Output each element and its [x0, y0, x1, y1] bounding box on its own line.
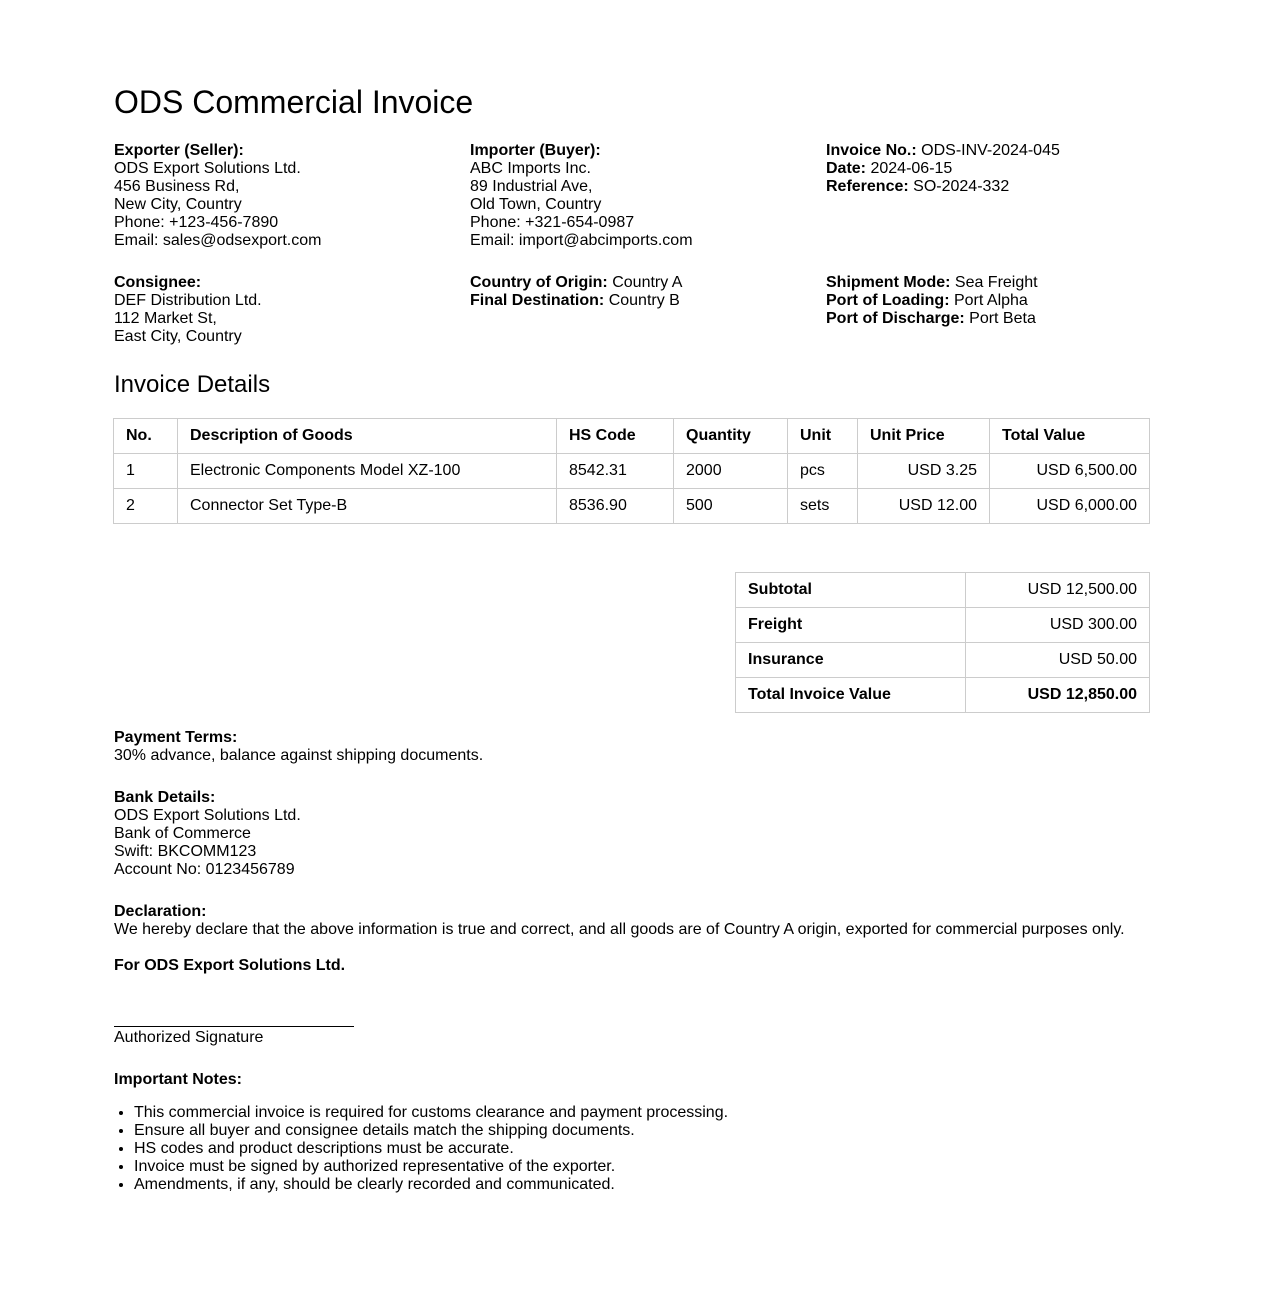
- signoff: For ODS Export Solutions Ltd.: [114, 957, 346, 974]
- cell: sets: [787, 488, 858, 524]
- importer-line: Email: import@abcimports.com: [470, 232, 693, 249]
- cell: pcs: [787, 453, 858, 489]
- cell: 1: [113, 453, 178, 489]
- column-header: Unit Price: [857, 418, 990, 454]
- column-header: Quantity: [673, 418, 788, 454]
- exporter-line: 456 Business Rd,: [114, 178, 240, 195]
- table-header-row: No. Description of Goods HS Code Quantit…: [113, 418, 1150, 454]
- summary-row-insurance: Insurance USD 50.00: [735, 642, 1150, 678]
- list-item: HS codes and product descriptions must b…: [134, 1140, 728, 1158]
- column-header: HS Code: [556, 418, 674, 454]
- column-header: Description of Goods: [177, 418, 557, 454]
- exporter-line: Email: sales@odsexport.com: [114, 232, 322, 249]
- cell: 2000: [673, 453, 788, 489]
- importer-line: 89 Industrial Ave,: [470, 178, 593, 195]
- exporter-line: ODS Export Solutions Ltd.: [114, 160, 301, 177]
- importer-label: Importer (Buyer):: [470, 142, 601, 159]
- cell: USD 3.25: [857, 453, 990, 489]
- consignee-line: 112 Market St,: [114, 310, 217, 327]
- consignee-label: Consignee:: [114, 274, 202, 291]
- payment-terms: Payment Terms: 30% advance, balance agai…: [114, 729, 484, 764]
- column-header: No.: [113, 418, 178, 454]
- table-row: 1 Electronic Components Model XZ-100 854…: [113, 453, 1150, 489]
- signature-label: Authorized Signature: [114, 1029, 264, 1046]
- column-header: Total Value: [989, 418, 1150, 454]
- country-of-origin: Country of Origin: Country A: [470, 274, 683, 291]
- summary-row-freight: Freight USD 300.00: [735, 607, 1150, 643]
- table-row: 2 Connector Set Type-B 8536.90 500 sets …: [113, 488, 1150, 524]
- column-header: Unit: [787, 418, 858, 454]
- important-notes-list: This commercial invoice is required for …: [114, 1104, 728, 1194]
- summary-table: Subtotal USD 12,500.00 Freight USD 300.00 …: [735, 572, 1150, 713]
- cell: USD 12.00: [857, 488, 990, 524]
- items-table: No. Description of Goods HS Code Quantit…: [113, 418, 1150, 524]
- invoice-details-heading: Invoice Details: [114, 371, 271, 398]
- cell: 2: [113, 488, 178, 524]
- cell: USD 6,500.00: [989, 453, 1150, 489]
- shipment-mode: Shipment Mode: Sea Freight: [826, 274, 1038, 291]
- invoice-reference: Reference: SO-2024-332: [826, 178, 1010, 195]
- list-item: Amendments, if any, should be clearly re…: [134, 1176, 728, 1194]
- exporter-line: New City, Country: [114, 196, 242, 213]
- importer-line: ABC Imports Inc.: [470, 160, 591, 177]
- consignee-block: Consignee: DEF Distribution Ltd. 112 Mar…: [114, 274, 470, 346]
- invoice-date: Date: 2024-06-15: [826, 160, 953, 177]
- origin-block: Country of Origin: Country A Final Desti…: [470, 274, 826, 310]
- invoice-meta-block: Invoice No.: ODS-INV-2024-045 Date: 2024…: [826, 142, 1182, 196]
- final-destination: Final Destination: Country B: [470, 292, 680, 309]
- cell: 8542.31: [556, 453, 674, 489]
- cell: Connector Set Type-B: [177, 488, 557, 524]
- signature-line: [114, 1026, 354, 1027]
- port-of-discharge: Port of Discharge: Port Beta: [826, 310, 1036, 327]
- consignee-line: East City, Country: [114, 328, 242, 345]
- summary-row-total: Total Invoice Value USD 12,850.00: [735, 677, 1150, 713]
- cell: Electronic Components Model XZ-100: [177, 453, 557, 489]
- list-item: Invoice must be signed by authorized rep…: [134, 1158, 728, 1176]
- importer-line: Old Town, Country: [470, 196, 602, 213]
- consignee-line: DEF Distribution Ltd.: [114, 292, 262, 309]
- bank-details: Bank Details: ODS Export Solutions Ltd. …: [114, 789, 301, 878]
- summary-row-subtotal: Subtotal USD 12,500.00: [735, 572, 1150, 608]
- importer-block: Importer (Buyer): ABC Imports Inc. 89 In…: [470, 142, 826, 250]
- list-item: Ensure all buyer and consignee details m…: [134, 1122, 728, 1140]
- page-title: ODS Commercial Invoice: [114, 84, 474, 120]
- port-of-loading: Port of Loading: Port Alpha: [826, 292, 1028, 309]
- declaration: Declaration: We hereby declare that the …: [114, 903, 1125, 938]
- exporter-label: Exporter (Seller):: [114, 142, 244, 159]
- exporter-block: Exporter (Seller): ODS Export Solutions …: [114, 142, 470, 250]
- shipment-block: Shipment Mode: Sea Freight Port of Loadi…: [826, 274, 1182, 328]
- invoice-number: Invoice No.: ODS-INV-2024-045: [826, 142, 1060, 159]
- cell: 8536.90: [556, 488, 674, 524]
- cell: USD 6,000.00: [989, 488, 1150, 524]
- exporter-line: Phone: +123-456-7890: [114, 214, 279, 231]
- important-notes-label: Important Notes:: [114, 1071, 242, 1088]
- list-item: This commercial invoice is required for …: [134, 1104, 728, 1122]
- cell: 500: [673, 488, 788, 524]
- importer-line: Phone: +321-654-0987: [470, 214, 635, 231]
